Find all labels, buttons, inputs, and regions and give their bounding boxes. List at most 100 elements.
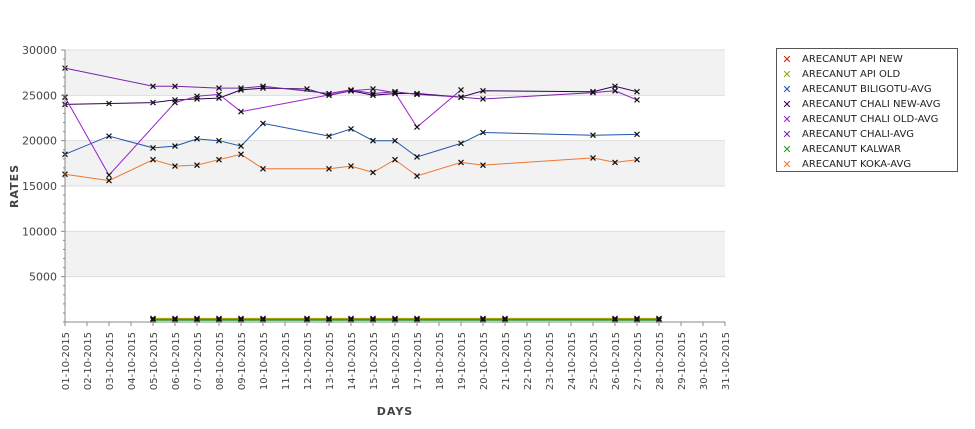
- x-tick-label: 28-10-2015: [655, 332, 666, 390]
- data-point: [370, 86, 376, 92]
- marker-stroke: [458, 140, 464, 147]
- legend-item: ✕ ARECANUT CHALI-AVG: [781, 127, 957, 142]
- marker-stroke: [238, 85, 244, 92]
- legend-marker-icon: ✕: [782, 157, 792, 171]
- legend-item: ✕ ARECANUT BILIGOTU-AVG: [781, 82, 957, 97]
- marker-stroke: [480, 316, 486, 323]
- x-tick-label: 30-10-2015: [699, 332, 710, 390]
- marker-stroke: [150, 83, 156, 90]
- y-tick-label: 5000: [29, 271, 57, 284]
- marker-stroke: [326, 316, 332, 323]
- marker-stroke: [634, 156, 640, 163]
- data-point: [634, 96, 640, 103]
- marker-stroke: [370, 90, 376, 97]
- data-point: [480, 87, 486, 94]
- legend-label: ARECANUT CHALI OLD-AVG: [802, 114, 939, 125]
- data-point: [634, 316, 640, 323]
- data-point: [392, 88, 398, 95]
- data-point: [106, 177, 112, 184]
- data-point: [348, 87, 354, 94]
- marker-stroke: [414, 173, 420, 179]
- marker-stroke: [194, 135, 200, 142]
- marker-stroke: [238, 151, 244, 158]
- data-point: [480, 162, 486, 169]
- x-tick-label: 06-10-2015: [171, 332, 182, 390]
- data-point: [194, 162, 200, 169]
- x-tick-label: 10-10-2015: [259, 332, 270, 390]
- marker-stroke: [172, 99, 178, 106]
- data-point: [238, 143, 244, 150]
- x-axis-ticks: 01-10-2015 02-10-2015 03-10-2015 04-10-2015…: [61, 322, 732, 390]
- data-point: [238, 315, 244, 322]
- data-point: [370, 92, 376, 99]
- marker-stroke: [480, 162, 486, 169]
- x-tick-label: 08-10-2015: [215, 332, 226, 390]
- marker-stroke: [326, 90, 332, 97]
- marker-stroke: [392, 88, 398, 95]
- marker-stroke: [502, 316, 508, 323]
- marker-stroke: [612, 83, 618, 90]
- marker-stroke: [656, 316, 662, 323]
- data-point: [172, 315, 178, 322]
- marker-stroke: [392, 89, 398, 96]
- marker-stroke: [260, 85, 266, 92]
- data-point: [370, 315, 376, 322]
- y-tick-label: 30000: [22, 44, 57, 57]
- marker-stroke: [370, 315, 376, 322]
- x-tick-label: 09-10-2015: [237, 332, 248, 390]
- y-axis-ticks: 5000 10000 15000 20000 25000 30000: [22, 44, 65, 323]
- grid-band: [65, 140, 725, 186]
- marker-stroke: [216, 85, 222, 92]
- data-point: [392, 90, 398, 97]
- grid-band: [65, 276, 725, 322]
- data-point: [458, 86, 464, 93]
- x-tick-label: 03-10-2015: [105, 332, 116, 390]
- marker-stroke: [392, 156, 398, 163]
- data-point: [106, 100, 112, 107]
- data-point: [238, 108, 244, 115]
- marker-stroke: [260, 316, 266, 323]
- marker-stroke: [106, 133, 112, 140]
- y-tick-label: 25000: [22, 89, 57, 102]
- data-point: [502, 315, 508, 322]
- marker-stroke: [304, 315, 310, 322]
- marker-stroke: [414, 315, 420, 322]
- data-point: [326, 165, 332, 172]
- legend-item: ✕ ARECANUT API OLD: [781, 67, 957, 82]
- marker-stroke: [194, 316, 200, 323]
- marker-stroke: [370, 92, 376, 99]
- x-tick-label: 14-10-2015: [347, 332, 358, 390]
- data-point: [260, 165, 266, 172]
- data-point: [260, 316, 266, 323]
- legend: ✕ ARECANUT API NEW ✕ ARECANUT API OLD ✕ ARECA…: [776, 48, 958, 172]
- data-point: [370, 90, 376, 97]
- data-point: [480, 96, 486, 102]
- marker-stroke: [370, 137, 376, 144]
- marker-stroke: [106, 100, 112, 107]
- marker-stroke: [480, 96, 486, 102]
- data-point: [480, 129, 486, 136]
- marker-stroke: [414, 124, 420, 130]
- data-point: [216, 315, 222, 322]
- data-point: [414, 90, 420, 97]
- data-point: [304, 316, 310, 323]
- grid-band: [65, 186, 725, 232]
- x-tick-label: 20-10-2015: [479, 332, 490, 390]
- data-point: [392, 316, 398, 323]
- data-point: [150, 316, 156, 323]
- data-point: [502, 316, 508, 323]
- data-point: [260, 120, 266, 127]
- data-point: [414, 173, 420, 179]
- data-point: [106, 133, 112, 140]
- legend-label: ARECANUT API OLD: [802, 69, 901, 80]
- data-point: [414, 316, 420, 323]
- data-point: [612, 316, 618, 323]
- marker-stroke: [590, 154, 596, 161]
- marker-stroke: [238, 143, 244, 150]
- x-tick-label: 17-10-2015: [413, 332, 424, 390]
- data-point: [260, 85, 266, 92]
- marker-stroke: [348, 316, 354, 323]
- marker-stroke: [656, 315, 662, 322]
- legend-label: ARECANUT CHALI-AVG: [802, 129, 915, 140]
